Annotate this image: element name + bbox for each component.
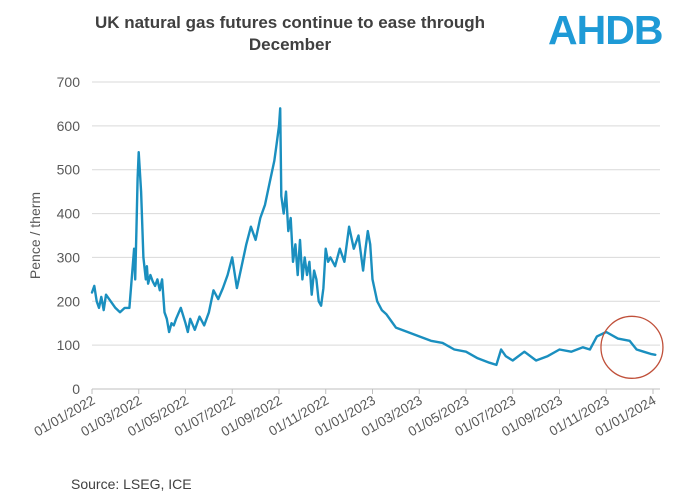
source-note: Source: LSEG, ICE <box>71 476 192 492</box>
y-tick-label: 400 <box>57 206 81 222</box>
y-tick-label: 300 <box>57 249 81 265</box>
highlight-circle <box>600 315 664 379</box>
y-tick-label: 0 <box>72 381 80 397</box>
y-tick-label: 100 <box>57 337 81 353</box>
y-tick-label: 700 <box>57 74 81 90</box>
y-tick-label: 500 <box>57 162 81 178</box>
series-line <box>90 107 657 367</box>
chart-title-line-1: UK natural gas futures continue to ease … <box>94 13 486 32</box>
chart-title: UK natural gas futures continue to ease … <box>40 12 540 56</box>
y-axis-label: Pence / therm <box>27 192 43 279</box>
y-tick-label: 200 <box>57 293 81 309</box>
y-tick-label: 600 <box>57 118 81 134</box>
chart-title-line-2: December <box>248 35 332 54</box>
ahdb-logo: AHDB <box>548 7 663 53</box>
